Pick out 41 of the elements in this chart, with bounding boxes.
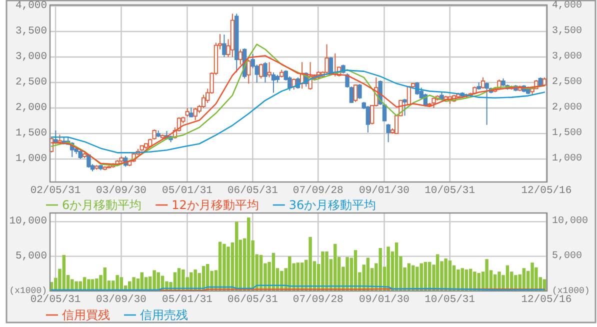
x-tick-label: 02/05/31 — [30, 294, 81, 306]
y2-tick-label: (x1000) — [552, 286, 590, 296]
x-tick-label: 10/05/31 — [424, 185, 476, 197]
y-tick-label: 3,500 — [15, 26, 47, 38]
y-tick-label: 3,000 — [15, 51, 47, 64]
y-tick-label: 4,000 — [15, 0, 47, 12]
y-tick-label: 10,000 — [9, 216, 47, 228]
x-tick-label: 06/05/31 — [227, 185, 278, 197]
y-tick-label: 1,000 — [15, 153, 47, 166]
x-tick-label: 09/01/30 — [359, 185, 410, 197]
y2-tick-label: 5,000 — [552, 250, 582, 262]
y2-tick-label: 2,000 — [552, 102, 582, 114]
y-tick-label: 1,500 — [15, 128, 47, 140]
y-tick-label: (x1000) — [9, 286, 47, 296]
x-tick-label: 02/05/31 — [30, 185, 81, 197]
y-tick-label: 2,500 — [15, 76, 47, 89]
y-tick-label: 5,000 — [15, 250, 47, 262]
legend-label: 信用売残 — [140, 308, 188, 322]
y-tick-label: 2,000 — [15, 102, 47, 114]
x-tick-label: 05/01/31 — [162, 294, 212, 306]
x-tick-label: 10/05/31 — [424, 294, 476, 306]
legend-label: 6か月移動平均 — [62, 198, 142, 212]
y2-tick-label: 10,000 — [552, 216, 588, 228]
y2-tick-label: 1,500 — [552, 128, 582, 140]
x-tick-label: 09/01/30 — [359, 294, 410, 306]
y2-tick-label: 1,000 — [552, 154, 582, 165]
legend-label: 12か月移動平均 — [172, 198, 259, 212]
x-tick-label: 12/05/16 — [521, 185, 572, 197]
x-tick-label: 03/09/30 — [96, 185, 146, 197]
legend-label: 36か月移動平均 — [288, 198, 376, 212]
y2-tick-label: 4,000 — [552, 0, 582, 12]
x-tick-label: 05/01/31 — [162, 185, 212, 197]
y2-tick-label: 3,000 — [552, 52, 582, 63]
x-tick-label: 06/05/31 — [227, 294, 278, 306]
x-tick-label: 03/09/30 — [96, 294, 146, 306]
x-tick-label: 12/05/16 — [521, 294, 572, 306]
x-tick-label: 07/09/28 — [292, 185, 344, 197]
y2-tick-label: 3,500 — [552, 26, 582, 38]
legend-label: 信用買残 — [62, 308, 110, 322]
y2-tick-label: 2,500 — [552, 77, 582, 88]
x-tick-label: 07/09/28 — [292, 294, 344, 306]
